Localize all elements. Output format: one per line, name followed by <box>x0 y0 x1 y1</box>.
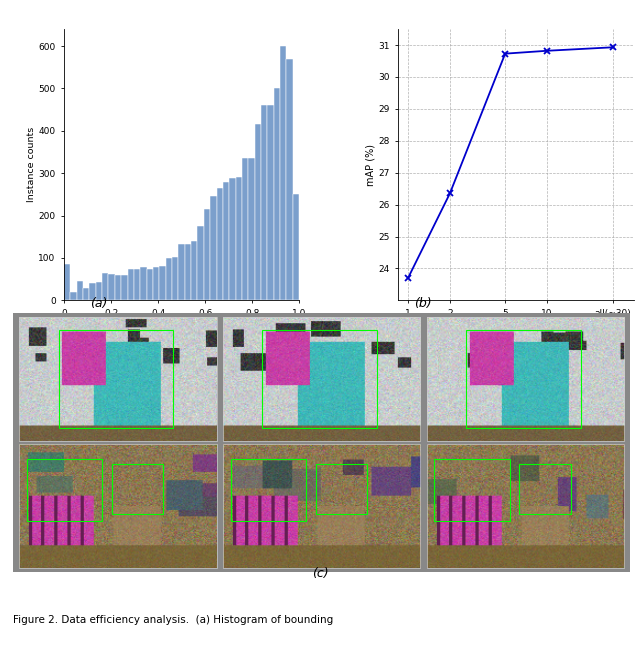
Bar <box>90 282 96 300</box>
Text: Figure 2. Data efficiency analysis.  (a) Histogram of bounding: Figure 2. Data efficiency analysis. (a) … <box>13 616 333 625</box>
Bar <box>112 464 163 514</box>
Bar <box>210 196 216 300</box>
Bar <box>58 329 173 428</box>
Bar <box>274 88 280 300</box>
Bar <box>19 317 216 441</box>
Bar <box>316 464 367 514</box>
Bar <box>102 273 109 300</box>
Bar <box>223 444 420 568</box>
Bar <box>64 264 70 300</box>
Bar <box>70 292 77 300</box>
Bar <box>179 244 185 300</box>
Bar <box>280 46 287 300</box>
Bar <box>147 269 153 300</box>
Bar <box>185 244 191 300</box>
Bar <box>83 287 90 300</box>
Text: (a): (a) <box>90 298 108 311</box>
Bar <box>109 274 115 300</box>
Text: (c): (c) <box>312 567 328 580</box>
Bar <box>198 226 204 300</box>
Bar <box>292 194 300 300</box>
Bar <box>230 459 306 521</box>
Bar <box>229 178 236 300</box>
Bar <box>19 444 216 568</box>
Bar <box>223 182 229 300</box>
Bar <box>466 329 580 428</box>
Bar <box>96 282 102 300</box>
Bar <box>115 275 121 300</box>
Bar <box>172 257 179 300</box>
Bar <box>435 459 509 521</box>
Bar <box>127 269 134 300</box>
Bar <box>427 444 624 568</box>
Bar <box>204 209 210 300</box>
Bar <box>159 266 166 300</box>
Bar <box>262 329 377 428</box>
Bar <box>255 123 261 300</box>
Bar <box>268 105 274 300</box>
X-axis label: frames per video: frames per video <box>474 320 557 331</box>
Bar <box>134 269 140 300</box>
Bar <box>27 459 102 521</box>
Bar <box>153 267 159 300</box>
Bar <box>223 317 420 441</box>
Bar <box>427 317 624 441</box>
Bar <box>191 241 198 300</box>
Bar <box>236 178 242 300</box>
Bar <box>140 267 147 300</box>
Bar <box>248 158 255 300</box>
X-axis label: Average IoU between bounding boxes of two consecutive frames: Average IoU between bounding boxes of tw… <box>41 320 322 329</box>
Bar <box>242 158 248 300</box>
Bar <box>287 59 292 300</box>
Bar <box>77 281 83 300</box>
Y-axis label: Instance counts: Instance counts <box>27 127 36 202</box>
Bar <box>216 188 223 300</box>
Y-axis label: mAP (%): mAP (%) <box>365 143 376 186</box>
Bar <box>261 105 268 300</box>
Bar <box>520 464 571 514</box>
Text: (b): (b) <box>413 298 431 311</box>
Bar <box>121 275 127 300</box>
Bar <box>166 258 172 300</box>
